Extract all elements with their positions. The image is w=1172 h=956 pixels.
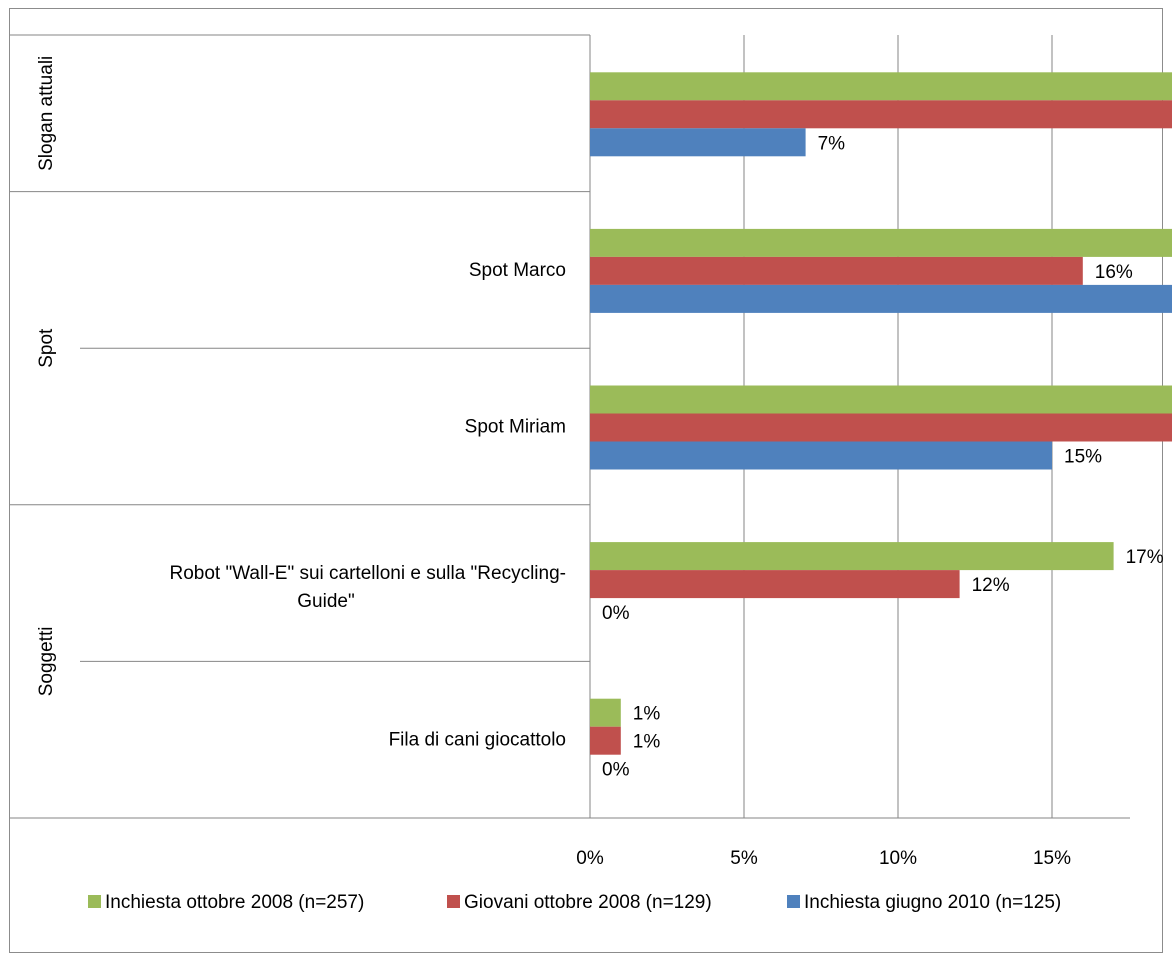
- bar: [590, 128, 806, 157]
- bar: [590, 698, 621, 727]
- bar: [590, 284, 1172, 313]
- bar: [590, 228, 1172, 257]
- bar: [590, 542, 1114, 571]
- data-label: 1%: [633, 704, 661, 725]
- data-label: 0%: [602, 603, 630, 624]
- x-tick-label: 15%: [1033, 848, 1071, 869]
- data-label: 7%: [818, 133, 846, 154]
- legend-swatch: [88, 895, 101, 908]
- category-label: Robot "Wall-E" sui cartelloni e sulla "R…: [169, 563, 566, 612]
- chart-frame: [9, 8, 1163, 953]
- legend-entry: Inchiesta giugno 2010 (n=125): [804, 892, 1061, 913]
- bar: [590, 385, 1172, 414]
- category-label: Fila di cani giocattolo: [389, 730, 566, 751]
- legend-entry: Inchiesta ottobre 2008 (n=257): [105, 892, 364, 913]
- legend-entry: Giovani ottobre 2008 (n=129): [464, 892, 712, 913]
- bar: [590, 256, 1083, 285]
- x-tick-label: 10%: [879, 848, 917, 869]
- bar: [590, 726, 621, 755]
- group-label: Soggetti: [36, 627, 57, 697]
- data-label: 17%: [1126, 547, 1164, 568]
- bar: [590, 413, 1172, 442]
- category-label: Spot Miriam: [465, 417, 566, 438]
- group-label: Slogan attuali: [36, 56, 57, 171]
- x-tick-label: 5%: [730, 848, 758, 869]
- category-label: Spot Marco: [469, 260, 566, 281]
- data-label: 0%: [602, 760, 630, 781]
- data-label: 16%: [1095, 262, 1133, 283]
- legend-swatch: [787, 895, 800, 908]
- bar: [590, 441, 1052, 470]
- bar: [590, 100, 1172, 129]
- data-label: 15%: [1064, 447, 1102, 468]
- bar: [590, 570, 960, 599]
- data-label: 1%: [633, 732, 661, 753]
- group-label: Spot: [36, 328, 57, 368]
- bar: [590, 72, 1172, 101]
- x-tick-label: 0%: [576, 848, 604, 869]
- data-label: 12%: [972, 575, 1010, 596]
- legend-swatch: [447, 895, 460, 908]
